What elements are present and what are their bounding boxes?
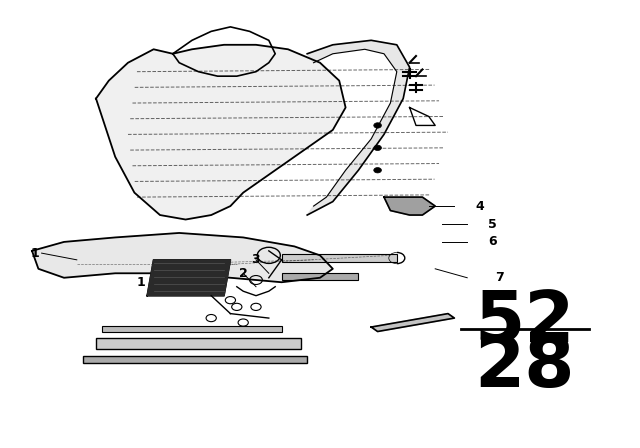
Bar (96, 338, 301, 349)
Polygon shape (371, 314, 454, 332)
Text: 1: 1 (136, 276, 145, 289)
Text: 7: 7 (495, 271, 504, 284)
Circle shape (374, 145, 381, 151)
Polygon shape (307, 40, 410, 215)
Text: 52: 52 (474, 288, 575, 357)
Polygon shape (384, 197, 435, 215)
Circle shape (374, 123, 381, 128)
Text: 5: 5 (488, 217, 497, 231)
Text: 3: 3 (252, 253, 260, 267)
Circle shape (374, 168, 381, 173)
Bar (282, 254, 397, 262)
Polygon shape (147, 260, 230, 296)
Text: 6: 6 (488, 235, 497, 249)
Text: 2: 2 (239, 267, 248, 280)
Bar (282, 273, 358, 280)
Text: 4: 4 (476, 199, 484, 213)
Bar (102, 326, 282, 332)
Polygon shape (32, 233, 333, 282)
Polygon shape (96, 45, 346, 220)
Bar (83, 356, 307, 363)
Text: 28: 28 (474, 333, 575, 402)
Text: 1: 1 (31, 246, 40, 260)
